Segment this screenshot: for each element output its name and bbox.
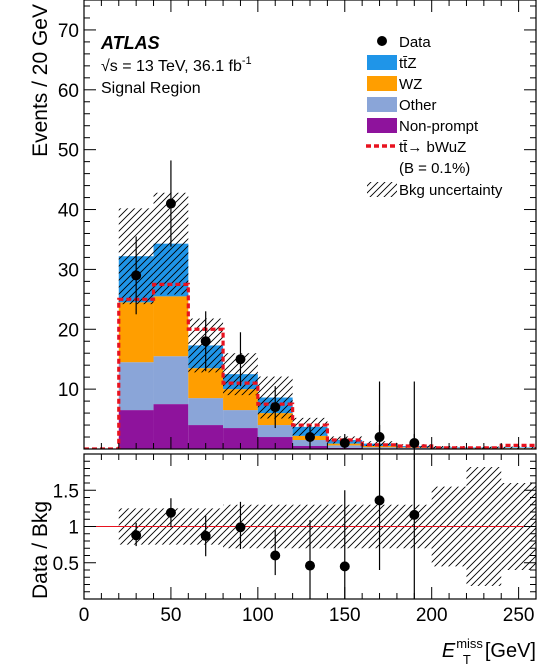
x-axis-label-unit: [GeV]: [485, 640, 536, 662]
legend-label-ttz: tt̄Z: [399, 55, 417, 72]
ratio-point: [200, 530, 211, 541]
stack-bar-other: [118, 362, 154, 411]
ratio-point: [339, 561, 350, 572]
legend-swatch-unc: [367, 182, 397, 197]
ratio-point: [270, 550, 281, 561]
x-axis-label: Emiss T [GeV]: [442, 636, 536, 667]
ratio-point: [165, 507, 176, 518]
y-tick-label: 40: [58, 201, 79, 222]
y-tick-label: 50: [58, 141, 79, 162]
x-tick-label: 150: [329, 605, 361, 626]
legend-entry-signal: tt̄→ bWuZ (B = 0.1%): [366, 139, 470, 177]
x-tick-label: 200: [416, 605, 448, 626]
ratio-point: [131, 530, 142, 541]
data-point: [200, 336, 211, 347]
x-axis-label-sup: miss: [456, 636, 483, 651]
data-point: [131, 270, 142, 281]
x-axis-label-sub: T: [463, 652, 471, 667]
x-tick-label: 0: [79, 605, 90, 626]
ratio-x-ticks: 0 50 100 150 200 250: [79, 454, 537, 626]
ratio-panel: 0.511.5 0 50 100 150 200 250 Data / Bkg Emiss…: [29, 381, 537, 667]
legend-swatch-wz: [367, 76, 397, 91]
ratio-point: [374, 495, 385, 506]
atlas-label: ATLAS: [100, 33, 160, 53]
legend-label-unc: Bkg uncertainty: [399, 182, 503, 199]
stack-bar-nonprompt: [188, 425, 224, 449]
ratio-point: [305, 560, 315, 571]
signal-step-line: [84, 282, 536, 449]
legend: Data tt̄Z WZ Other Non-prompt tt̄→ bWuZ: [366, 34, 503, 199]
data-point: [165, 198, 176, 209]
y-tick-label: 10: [58, 380, 79, 401]
legend-swatch-ttz: [367, 55, 397, 70]
energy-lumi-label: √s = 13 TeV, 36.1 fb-1: [101, 55, 252, 75]
x-tick-label: 250: [503, 605, 535, 626]
x-tick-label: 100: [242, 605, 274, 626]
stack-bar-nonprompt: [223, 428, 258, 449]
legend-label-signal-note: (B = 0.1%): [399, 160, 470, 177]
stack-bar-other: [257, 425, 293, 438]
stack-bar-nonprompt: [118, 410, 154, 449]
data-point: [270, 402, 281, 413]
legend-label-other: Other: [399, 97, 437, 114]
lumi-superscript: -1: [242, 55, 252, 67]
legend-entry-unc: Bkg uncertainty: [367, 182, 503, 199]
data-point: [235, 354, 246, 365]
ratio-point: [409, 509, 420, 520]
data-point: [305, 432, 315, 443]
region-label: Signal Region: [101, 80, 201, 97]
main-y-axis-label: Events / 20 GeV: [29, 4, 52, 157]
y-tick-label: 60: [58, 81, 79, 102]
legend-entry-data: Data: [377, 34, 431, 51]
main-y-ticks: 10 20 30 40 50 60 70: [58, 5, 536, 438]
legend-entry-wz: WZ: [367, 76, 422, 93]
x-tick-label: 50: [160, 605, 181, 626]
data-points: [131, 160, 420, 449]
y-tick-label: 70: [58, 21, 79, 42]
stack-bar-other: [153, 356, 189, 405]
legend-label-wz: WZ: [399, 76, 422, 93]
ratio-points: [131, 381, 420, 599]
legend-label-nonprompt: Non-prompt: [399, 118, 479, 135]
stack-bar-wz: [153, 296, 189, 357]
stack-bar-other: [188, 398, 224, 426]
ratio-y-tick-label: 0.5: [53, 554, 79, 575]
ratio-point: [235, 522, 246, 533]
stack-bar-other: [223, 410, 258, 429]
ratio-y-axis-label: Data / Bkg: [29, 501, 52, 599]
legend-entry-ttz: tt̄Z: [367, 55, 417, 72]
ratio-y-ticks: 0.5 1 1.5: [53, 460, 536, 593]
main-panel: 10 20 30 40 50 60 70 Events / 20 GeV ATLAS √s …: [29, 0, 537, 450]
legend-data-marker: [377, 36, 387, 46]
stack-bar-wz: [188, 368, 224, 399]
legend-entry-nonprompt: Non-prompt: [367, 118, 479, 135]
y-tick-label: 20: [58, 320, 79, 341]
legend-swatch-other: [367, 97, 397, 112]
legend-label-data: Data: [399, 34, 431, 51]
legend-entry-other: Other: [367, 97, 437, 114]
y-tick-label: 30: [58, 260, 79, 281]
legend-label-signal: tt̄→ bWuZ: [399, 139, 466, 156]
ratio-y-tick-label: 1: [68, 518, 79, 539]
signal-histogram: [84, 282, 536, 449]
ratio-y-tick-label: 1.5: [53, 481, 79, 502]
legend-swatch-nonprompt: [367, 118, 397, 133]
